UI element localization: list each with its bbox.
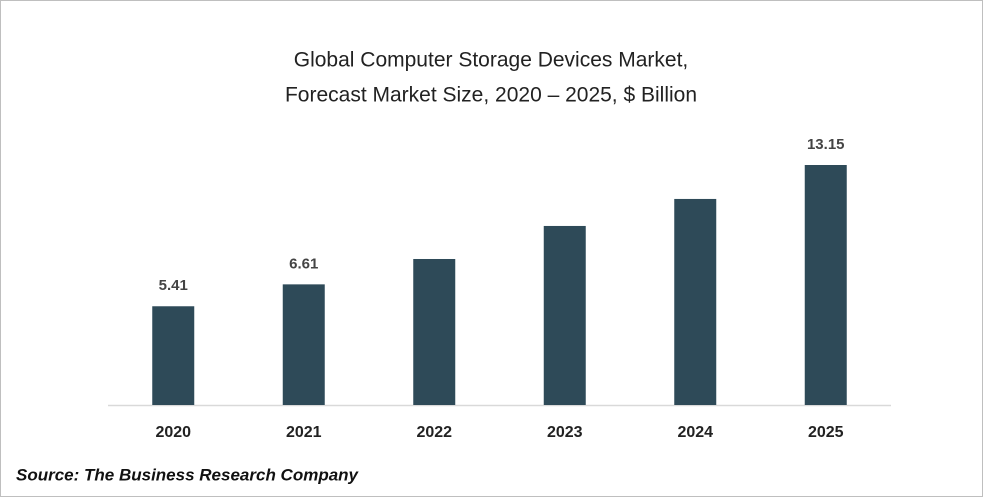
value-label: 6.61	[289, 255, 318, 272]
source: Source: The Business Research Company	[16, 465, 360, 484]
chart-title: Global Computer Storage Devices Market,	[294, 49, 689, 72]
chart-title: Forecast Market Size, 2020 – 2025, $ Bil…	[285, 84, 697, 107]
bar	[804, 165, 847, 405]
x-tick-label: 2023	[547, 424, 583, 441]
x-tick-label: 2024	[677, 424, 713, 441]
bar	[674, 198, 717, 405]
bar	[413, 258, 456, 405]
bar	[152, 306, 195, 405]
value-label: 13.15	[807, 136, 845, 153]
x-tick-label: 2025	[808, 424, 844, 441]
x-tick-label: 2021	[286, 424, 322, 441]
bar	[282, 284, 325, 405]
value-label: 5.41	[159, 277, 188, 294]
bar	[543, 225, 586, 405]
x-tick-label: 2022	[416, 424, 452, 441]
x-tick-label: 2020	[155, 424, 191, 441]
